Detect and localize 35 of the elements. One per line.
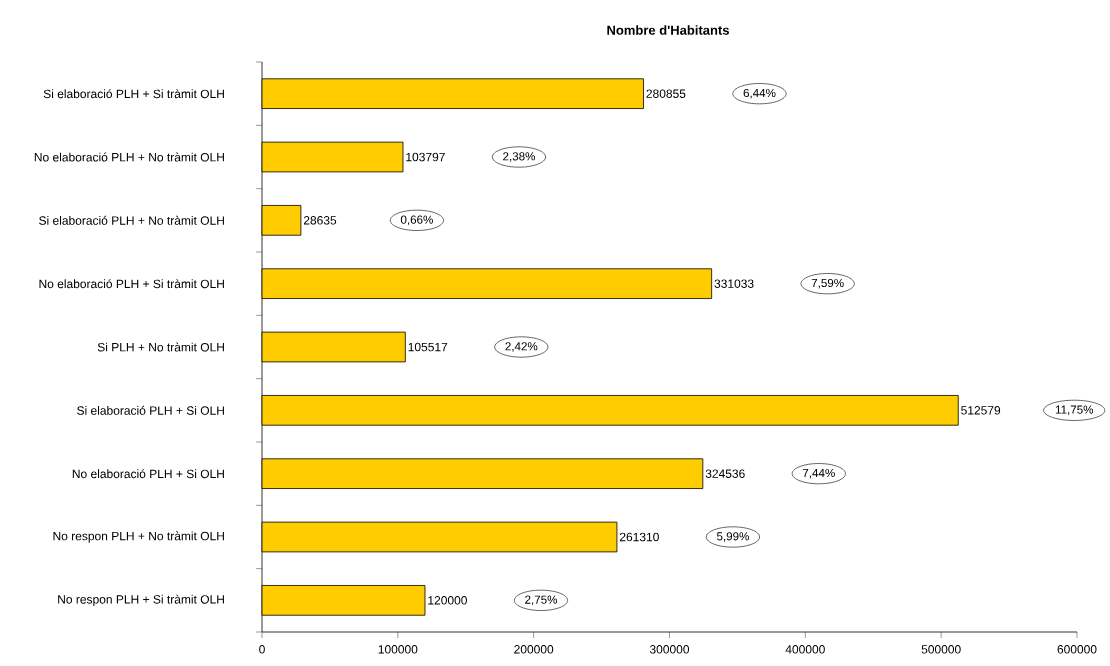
y-tick-label: Si PLH + No tràmit OLH xyxy=(97,342,224,352)
annotation: 11,75% xyxy=(1055,405,1094,416)
y-tick-label: No elaboració PLH + No tràmit OLH xyxy=(34,152,224,162)
x-tick-label: 300000 xyxy=(649,645,690,654)
annotation: 7,59% xyxy=(811,278,844,289)
y-tick-label: No elaboració PLH + Si OLH xyxy=(72,469,224,479)
data-label: 28635 xyxy=(303,216,337,225)
data-label: 120000 xyxy=(428,596,467,605)
y-tick-label: No respon PLH + Si tràmit OLH xyxy=(58,594,224,606)
annotation: 2,38% xyxy=(503,152,536,162)
annotation: 5,99% xyxy=(716,532,749,542)
annotation: 7,44% xyxy=(802,468,835,479)
data-label: 105517 xyxy=(408,342,448,352)
annotation: 6,44% xyxy=(743,88,776,99)
y-tick-label: Si elaboració PLH + Si tràmit OLH xyxy=(43,89,224,99)
x-tick-label: 400000 xyxy=(785,645,825,654)
x-tick-label: 500000 xyxy=(921,645,961,654)
data-label: 261310 xyxy=(619,532,659,542)
data-label: 103797 xyxy=(406,152,445,162)
data-label: 512579 xyxy=(961,406,1001,415)
x-tick-label: 0 xyxy=(259,645,265,654)
y-tick-label: Si elaboració PLH + No tràmit OLH xyxy=(39,215,224,225)
annotation: 2,42% xyxy=(505,342,538,352)
data-label: 280855 xyxy=(646,89,686,98)
data-label: 331033 xyxy=(714,279,754,288)
annotation: 0,66% xyxy=(400,215,433,226)
annotation: 2,75% xyxy=(525,595,558,606)
y-tick-label: No elaboració PLH + Si tràmit OLH xyxy=(39,279,224,289)
x-tick-label: 600000 xyxy=(1057,645,1097,654)
data-label: 324536 xyxy=(705,469,745,478)
x-tick-label: 100000 xyxy=(378,645,418,654)
x-tick-label: 200000 xyxy=(514,645,554,654)
y-tick-label: Si elaboració PLH + Si OLH xyxy=(77,405,224,415)
chart-title: Nombre d'Habitants xyxy=(607,25,729,35)
y-tick-label: No respon PLH + No tràmit OLH xyxy=(53,531,224,543)
